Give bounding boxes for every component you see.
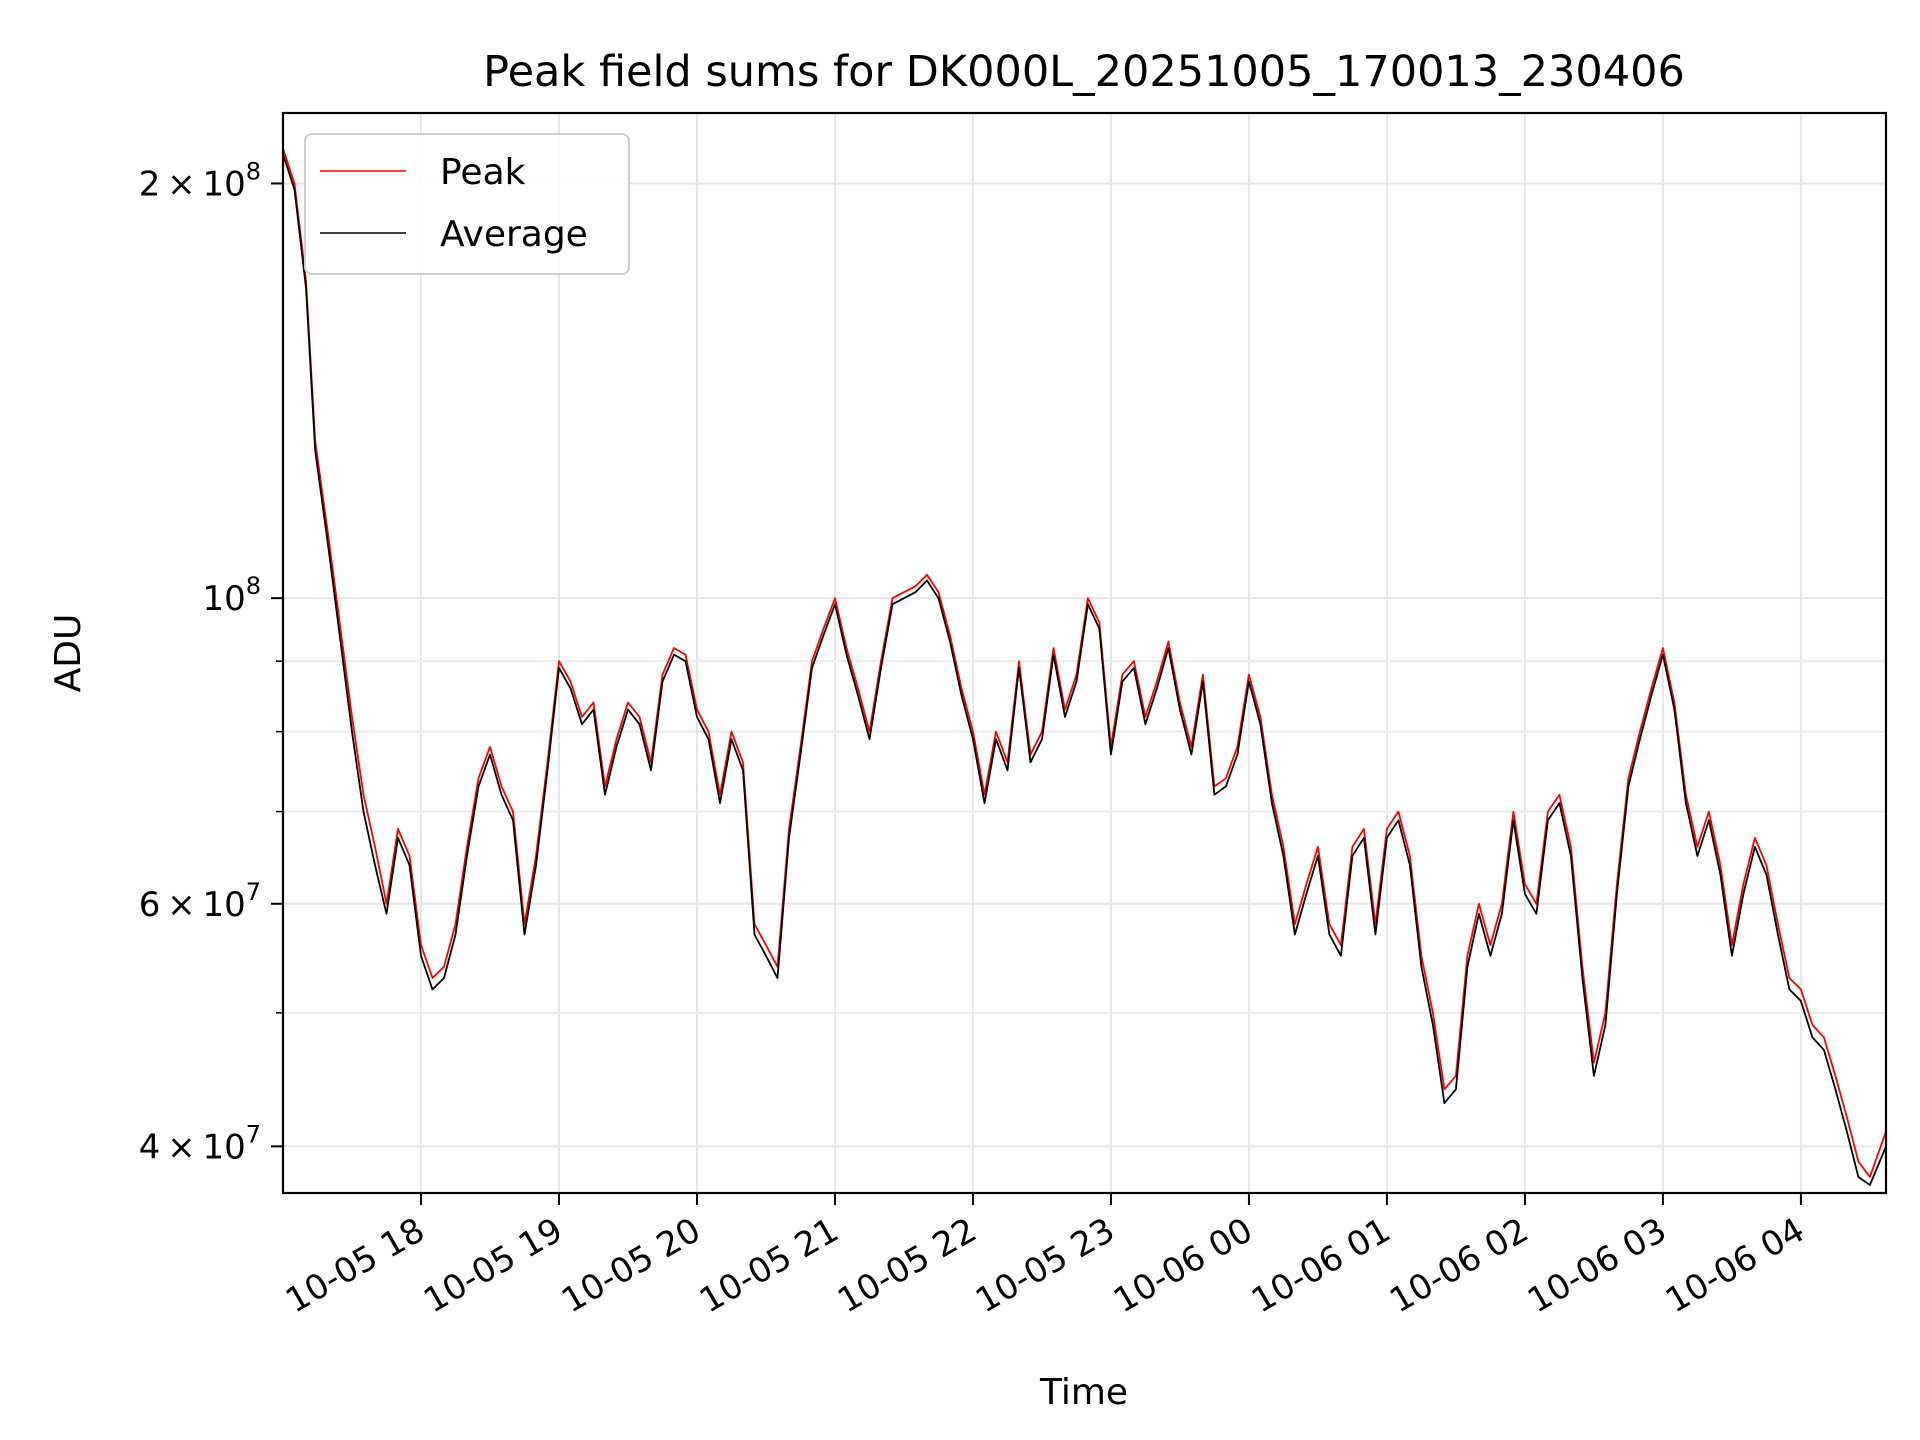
chart-title: Peak field sums for DK000L_20251005_1700… [483, 47, 1685, 97]
y-tick-label: 4 × 107 [139, 1120, 261, 1167]
grid-lines [283, 113, 1886, 1193]
y-tick-label: 2 × 108 [139, 157, 261, 204]
plot-frame [281, 111, 1888, 1195]
x-axis-title: Time [1039, 1372, 1128, 1413]
legend: Peak Average [304, 133, 630, 275]
legend-label-average: Average [440, 214, 588, 255]
legend-box [304, 133, 630, 275]
y-tick-label: 108 [202, 572, 261, 619]
series-line-average [282, 153, 1887, 1186]
y-axis-title: ADU [48, 614, 89, 693]
y-tick-label: 6 × 107 [139, 878, 261, 925]
series-layer [282, 147, 1887, 1186]
legend-label-peak: Peak [440, 152, 526, 193]
